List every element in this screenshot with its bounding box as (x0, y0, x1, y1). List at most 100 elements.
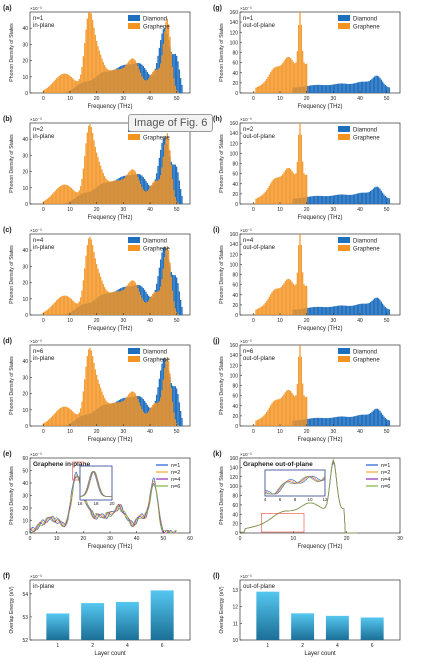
diamond-bar (174, 275, 176, 315)
diamond-bar (370, 191, 372, 204)
x-tick-label: 10 (54, 536, 60, 542)
graphene-bar (46, 87, 48, 93)
x-axis-title: Frequency (THz) (87, 104, 132, 110)
graphene-bar (271, 181, 273, 204)
graphene-bar (299, 123, 301, 204)
graphene-bar (295, 395, 297, 426)
layer-label: n=2 (33, 127, 44, 133)
graphene-bar (148, 300, 150, 315)
series-line-n=1 (29, 471, 177, 534)
diamond-bar (374, 187, 376, 204)
graphene-bar (76, 81, 78, 93)
y-tick-label: 60 (232, 394, 238, 400)
diamond-bar (383, 194, 385, 204)
scale-label: ×10⁻³ (240, 6, 252, 11)
graphene-bar (306, 63, 308, 93)
graphene-bar (112, 291, 114, 315)
diamond-bar (372, 299, 374, 315)
graphene-bar (124, 66, 126, 93)
inset-tick-label: 18 (93, 501, 99, 506)
diamond-bar (359, 81, 361, 93)
graphene-bar (84, 156, 86, 204)
graphene-bar (150, 73, 152, 93)
graphene-bar (275, 177, 277, 204)
scale-label: ×10⁻³ (30, 228, 42, 233)
graphene-bar (48, 86, 50, 93)
inset-tick-label: 16 (77, 501, 83, 506)
x-tick-label: 6 (371, 643, 374, 649)
graphene-bar (304, 286, 306, 315)
layer-label: n=2 (243, 127, 254, 133)
diamond-bar (379, 410, 381, 426)
graphene-bar (162, 156, 164, 204)
diamond-bar (358, 193, 360, 204)
layer-label: n=6 (243, 349, 254, 355)
diamond-bar (376, 297, 378, 315)
x-tick-label: 40 (357, 318, 363, 324)
graphene-bar (295, 284, 297, 315)
graphene-bar (164, 31, 166, 93)
diamond-bar (316, 306, 318, 315)
graphene-bar (78, 412, 80, 426)
graphene-bar (89, 124, 91, 204)
graphene-bar (64, 184, 66, 204)
graphene-bar (267, 187, 269, 204)
scale-label: ×10⁻³ (240, 117, 252, 122)
graphene-bar (169, 373, 171, 426)
diamond-bar (356, 82, 358, 93)
layer-label: n=1 (33, 16, 44, 22)
legend-label-graphene: Graphene (353, 247, 380, 253)
graphene-bar (150, 184, 152, 204)
graphene-bar (299, 345, 301, 426)
diamond-bar (355, 304, 357, 315)
diamond-bar (323, 196, 325, 204)
y-axis-title: Phonon Density of States (219, 356, 225, 415)
diamond-bar (351, 416, 353, 426)
diamond-bar (315, 417, 317, 426)
graphene-bar (291, 392, 293, 426)
graphene-bar (90, 239, 92, 315)
graphene-bar (272, 68, 274, 93)
diamond-bar (355, 415, 357, 426)
diamond-bar (380, 190, 382, 204)
graphene-bar (256, 308, 258, 315)
diamond-bar (364, 414, 366, 426)
diamond-bar (372, 188, 374, 204)
graphene-bar (109, 292, 111, 315)
x-tick-label: 50 (174, 207, 180, 213)
graphene-bar (60, 74, 62, 93)
inset-tick-label: 4 (264, 497, 267, 502)
graphene-bar (118, 180, 120, 204)
y-tick-label: 0 (235, 313, 238, 319)
x-tick-label: 30 (331, 318, 337, 324)
diamond-bar (307, 196, 309, 204)
diamond-bar (323, 85, 325, 93)
diamond-bar (342, 416, 344, 426)
graphene-bar (73, 79, 75, 93)
graphene-bar (65, 73, 67, 93)
diamond-bar (311, 196, 313, 204)
graphene-bar (304, 64, 306, 93)
graphene-bar (104, 398, 106, 426)
dos-panel-d: 0 10 20 30 40 50 0 10 20 30 40 ×10⁻³ (d) n=6in-plane D… (3, 338, 191, 443)
inset-series-line (79, 471, 112, 497)
x-tick-label: 0 (252, 96, 255, 102)
diamond-bar (352, 194, 354, 204)
graphene-bar (283, 172, 285, 204)
graphene-bar (168, 250, 170, 315)
graphene-bar (142, 189, 144, 204)
graphene-bar (268, 185, 270, 204)
diamond-bar (378, 76, 380, 93)
diamond-bar (324, 307, 326, 315)
y-tick-label: 160 (230, 456, 239, 462)
graphene-bar (105, 67, 107, 93)
y-axis-title: Phonon Density of States (9, 245, 15, 304)
graphene-bar (173, 301, 175, 315)
y-tick-label: 30 (22, 494, 28, 500)
dos-panel-j: 0 10 20 30 40 50 0 20 40 60 80 100 120 140 160×10⁻³ (j)… (213, 338, 401, 443)
x-axis-title: Frequency (THz) (87, 215, 132, 221)
x-tick-label: 0 (29, 536, 32, 542)
y-tick-label: 20 (22, 281, 28, 287)
graphene-bar (130, 391, 132, 426)
graphene-bar (45, 310, 47, 315)
